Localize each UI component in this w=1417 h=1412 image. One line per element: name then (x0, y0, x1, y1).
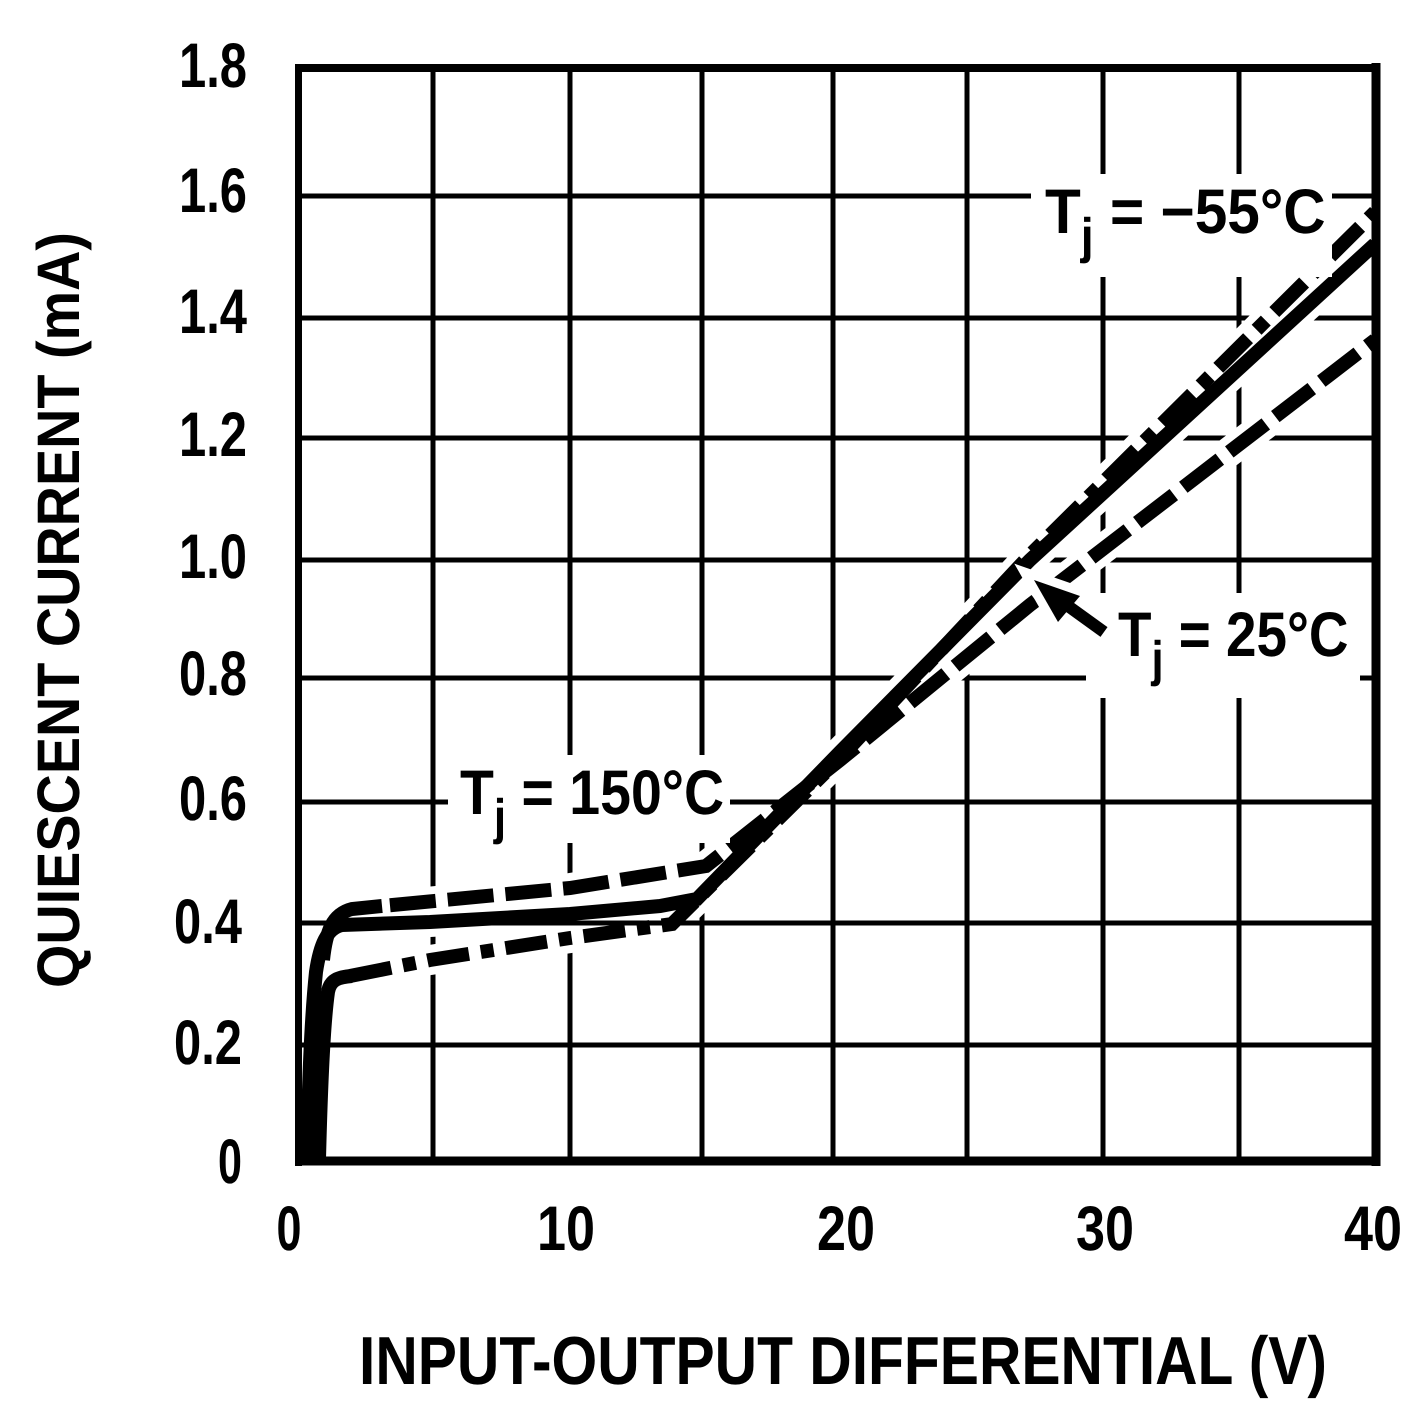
svg-text:0.2: 0.2 (174, 1008, 242, 1078)
svg-text:1.8: 1.8 (179, 31, 247, 101)
svg-text:30: 30 (1076, 1194, 1134, 1264)
svg-text:0.8: 0.8 (179, 639, 247, 709)
svg-text:0.4: 0.4 (174, 887, 242, 957)
svg-text:QUIESCENT CURRENT (mA): QUIESCENT CURRENT (mA) (25, 232, 92, 988)
svg-text:1.6: 1.6 (179, 156, 247, 226)
svg-text:0.6: 0.6 (179, 764, 247, 834)
svg-text:1.2: 1.2 (179, 400, 247, 470)
svg-text:0: 0 (277, 1194, 302, 1264)
svg-text:1.4: 1.4 (179, 277, 247, 347)
svg-text:0: 0 (218, 1127, 242, 1197)
svg-text:1.0: 1.0 (179, 522, 247, 592)
svg-text:40: 40 (1344, 1194, 1402, 1264)
svg-text:10: 10 (537, 1194, 595, 1264)
svg-text:20: 20 (817, 1194, 875, 1264)
svg-text:INPUT-OUTPUT DIFFERENTIAL (V): INPUT-OUTPUT DIFFERENTIAL (V) (359, 1323, 1327, 1399)
